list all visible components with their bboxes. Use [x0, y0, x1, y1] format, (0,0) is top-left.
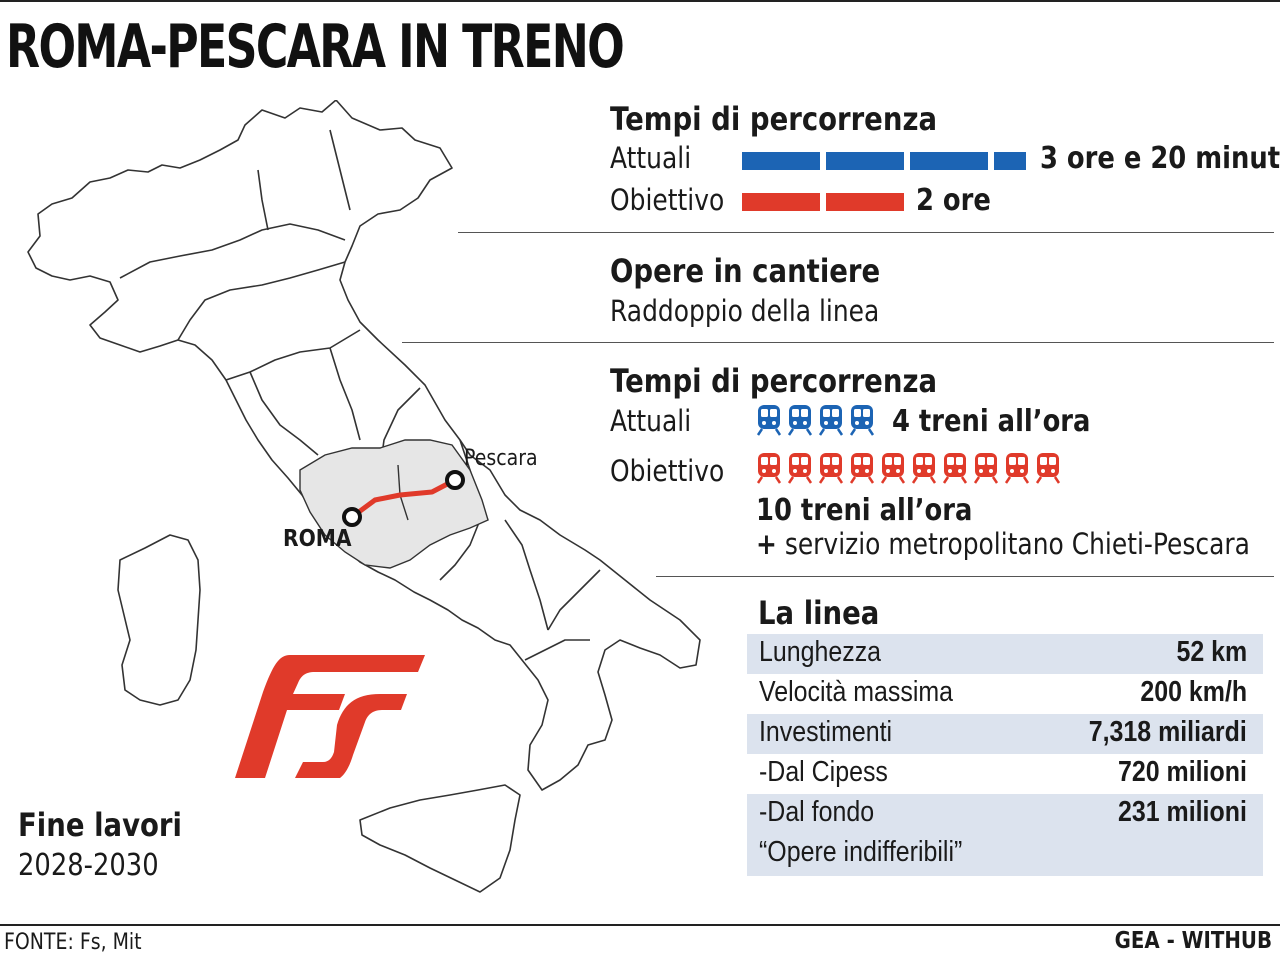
train-icon — [1035, 452, 1061, 484]
attuali-trains — [756, 404, 880, 438]
attuali-bar — [742, 152, 1026, 170]
fs-logo — [235, 655, 425, 778]
row-value: 7,318 miliardi — [1088, 716, 1247, 748]
opere-heading: Opere in cantiere — [610, 252, 881, 290]
train-icon — [849, 452, 875, 484]
row-value: 200 km/h — [1140, 676, 1247, 708]
lazio-abruzzo-region — [299, 439, 489, 569]
train-icon — [849, 404, 875, 436]
rail-line — [349, 477, 458, 520]
train-icon — [942, 452, 968, 484]
opere-text: Raddoppio della linea — [610, 294, 880, 328]
page-title: ROMA-PESCARA IN TRENO — [6, 12, 625, 82]
footer-credit: GEA - WITHUB — [1114, 928, 1272, 954]
footer-source: FONTE: Fs, Mit — [4, 930, 142, 955]
table-row: -Dal Cipess 720 milioni — [747, 754, 1263, 794]
pescara-dot — [445, 470, 465, 490]
tempi2-extra-text: servizio metropolitano Chieti-Pescara — [784, 527, 1250, 561]
row-label: Velocità massima — [759, 676, 954, 708]
italy-map — [27, 100, 701, 893]
attuali-bar-segment — [994, 152, 1026, 170]
table-row: “Opere indifferibili” — [747, 834, 1263, 876]
divider — [402, 342, 1274, 343]
plus-sign: + — [756, 527, 777, 561]
table-row: Lunghezza 52 km — [747, 634, 1263, 674]
obiettivo-trains — [756, 452, 1066, 486]
tempi2-extra: + servizio metropolitano Chieti-Pescara — [756, 527, 1250, 561]
attuali-bar-segment — [742, 152, 820, 170]
train-icon — [756, 452, 782, 484]
row-label: “Opere indifferibili” — [759, 836, 963, 868]
train-icon — [1004, 452, 1030, 484]
train-icon — [818, 404, 844, 436]
table-row: -Dal fondo 231 milioni — [747, 794, 1263, 834]
train-icon — [756, 404, 782, 436]
row-value: 720 milioni — [1118, 756, 1247, 788]
sardinia — [117, 534, 201, 706]
train-icon — [880, 452, 906, 484]
tempi1-heading: Tempi di percorrenza — [610, 100, 938, 138]
roma-dot — [342, 507, 362, 527]
tempi1-attuali-label: Attuali — [610, 141, 692, 175]
row-label: Investimenti — [759, 716, 893, 748]
train-icon — [787, 404, 813, 436]
row-value: 52 km — [1176, 636, 1247, 668]
tempi1-attuali-value: 3 ore e 20 minuti — [1040, 141, 1280, 176]
footer-rule — [0, 924, 1280, 926]
train-icon — [911, 452, 937, 484]
tempi2-attuali-label: Attuali — [610, 404, 692, 438]
tempi2-heading: Tempi di percorrenza — [610, 362, 938, 400]
row-label: -Dal Cipess — [759, 756, 888, 788]
obiettivo-bar — [742, 193, 904, 211]
fine-lavori-years: 2028-2030 — [18, 848, 159, 883]
attuali-bar-segment — [826, 152, 904, 170]
fine-lavori-heading: Fine lavori — [18, 806, 182, 844]
obiettivo-bar-segment — [742, 193, 820, 211]
obiettivo-bar-segment — [826, 193, 904, 211]
row-value: 231 milioni — [1118, 796, 1247, 828]
linea-heading: La linea — [758, 594, 880, 632]
train-icon — [787, 452, 813, 484]
train-icon — [973, 452, 999, 484]
tempi1-obiettivo-label: Obiettivo — [610, 183, 725, 217]
tempi2-attuali-value: 4 treni all’ora — [892, 404, 1091, 439]
city-label-roma: ROMA — [283, 526, 352, 552]
tempi1-obiettivo-value: 2 ore — [916, 183, 991, 218]
table-row: Velocità massima 200 km/h — [747, 674, 1263, 714]
tempi2-obiettivo-label: Obiettivo — [610, 454, 725, 488]
divider — [656, 576, 1274, 577]
attuali-bar-segment — [910, 152, 988, 170]
divider — [458, 232, 1274, 233]
row-label: Lunghezza — [759, 636, 882, 668]
linea-table: Lunghezza 52 km Velocità massima 200 km/… — [747, 634, 1263, 876]
train-icon — [818, 452, 844, 484]
top-rule — [0, 0, 1280, 2]
table-row: Investimenti 7,318 miliardi — [747, 714, 1263, 754]
tempi2-obiettivo-value: 10 treni all’ora — [756, 493, 973, 528]
row-label: -Dal fondo — [759, 796, 875, 828]
italy-mainland — [27, 100, 701, 791]
sicily — [359, 784, 521, 893]
city-label-pescara: Pescara — [464, 446, 538, 471]
